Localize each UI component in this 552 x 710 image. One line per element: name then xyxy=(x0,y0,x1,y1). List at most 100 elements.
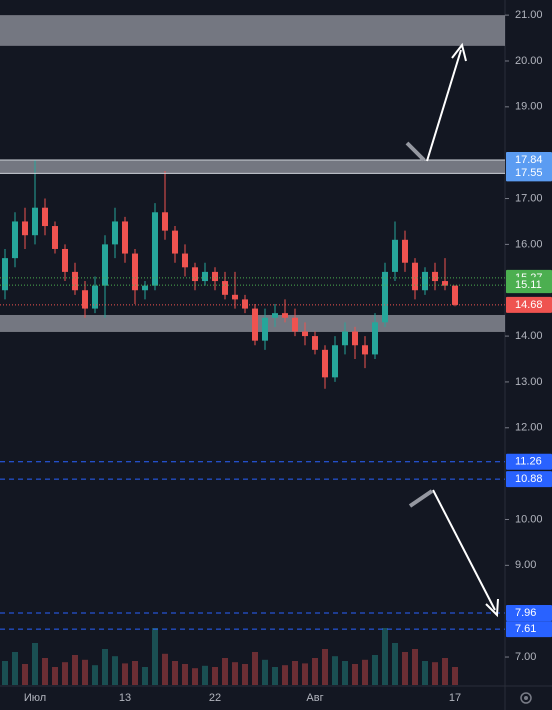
volume-bar xyxy=(192,668,198,685)
price-label-box xyxy=(506,165,552,182)
candle-body xyxy=(272,313,278,318)
candle-body xyxy=(402,239,408,263)
price-label: 7.61 xyxy=(515,623,536,635)
settings-icon-center[interactable] xyxy=(524,696,528,700)
candle-body xyxy=(442,281,448,286)
candle-body xyxy=(372,322,378,355)
volume-bar xyxy=(372,655,378,685)
volume-bar xyxy=(242,664,248,685)
volume-bar xyxy=(442,658,448,685)
volume-bar xyxy=(222,658,228,685)
candle-body xyxy=(132,253,138,291)
volume-bar xyxy=(42,658,48,685)
candle-body xyxy=(292,317,298,332)
candle-body xyxy=(432,271,438,282)
y-tick-label: 13.00 xyxy=(515,376,543,388)
volume-bar xyxy=(52,667,58,685)
volume-bar xyxy=(12,652,18,685)
volume-bar xyxy=(182,664,188,685)
candle-body xyxy=(152,212,158,286)
candle-body xyxy=(122,221,128,254)
y-tick-label: 12.00 xyxy=(515,422,543,434)
x-tick-label: 17 xyxy=(449,692,461,704)
volume-bar xyxy=(252,652,258,685)
y-tick-label: 16.00 xyxy=(515,238,543,250)
volume-bar xyxy=(262,659,268,685)
trend-mark xyxy=(408,489,434,508)
candle-body xyxy=(332,345,338,378)
candle-body xyxy=(42,207,48,227)
price-label-box xyxy=(506,621,552,638)
volume-bar xyxy=(92,665,98,685)
price-label: 17.55 xyxy=(515,167,543,179)
volume-bar xyxy=(132,661,138,685)
volume-bar xyxy=(272,667,278,685)
candle-body xyxy=(282,313,288,318)
candle-body xyxy=(162,212,168,231)
candle-body xyxy=(192,267,198,282)
volume-bar xyxy=(322,649,328,685)
candle-body xyxy=(412,262,418,291)
volume-bar xyxy=(452,667,458,685)
candle-body xyxy=(82,290,88,309)
candle-body xyxy=(142,285,148,291)
price-label-box xyxy=(506,471,552,488)
plot: 7.00 9.00 10.00 12.00 13.00 14.00 16.00 17.00 19… xyxy=(0,9,552,704)
volume-bar xyxy=(312,658,318,685)
y-tick-label: 19.00 xyxy=(515,101,543,113)
volume-bar xyxy=(302,663,308,685)
candle-body xyxy=(222,281,228,295)
arrow xyxy=(426,49,462,162)
candle-body xyxy=(422,271,428,291)
candle-body xyxy=(92,285,98,309)
volume-bar xyxy=(212,667,218,685)
price-label-box xyxy=(506,277,552,294)
y-tick-label: 9.00 xyxy=(515,559,536,571)
price-label: 17.84 xyxy=(515,154,543,166)
volume-bar xyxy=(392,643,398,685)
candle-body xyxy=(392,239,398,272)
volume-bar xyxy=(342,661,348,685)
volume-bar xyxy=(432,662,438,685)
zone xyxy=(0,15,505,46)
price-label-box xyxy=(506,605,552,622)
y-tick-label: 17.00 xyxy=(515,192,543,204)
settings-button[interactable] xyxy=(520,692,532,704)
x-tick-label: Июл xyxy=(24,692,46,704)
price-label-box xyxy=(506,453,552,470)
price-label: 7.96 xyxy=(515,607,536,619)
price-label-box xyxy=(506,152,552,169)
volume-bar xyxy=(362,659,368,685)
candle-body xyxy=(202,271,208,282)
candle-body xyxy=(72,271,78,291)
volume-bar xyxy=(72,655,78,685)
settings-icon[interactable] xyxy=(520,692,532,704)
candle-body xyxy=(2,258,8,291)
volume-bar xyxy=(292,661,298,685)
volume-bar xyxy=(402,652,408,685)
volume-bar xyxy=(232,662,238,685)
candle-body xyxy=(352,331,358,346)
arrow xyxy=(432,489,496,611)
volume-bar xyxy=(352,664,358,685)
volume-bar xyxy=(32,643,38,685)
candle-body xyxy=(262,317,268,341)
volume-bar xyxy=(282,665,288,685)
candle-body xyxy=(62,248,68,272)
candle-body xyxy=(322,349,328,378)
candle-body xyxy=(302,331,308,337)
candle-body xyxy=(362,345,368,355)
volume-bar xyxy=(82,659,88,685)
volume-bar xyxy=(102,649,108,685)
y-tick-label: 21.00 xyxy=(515,9,543,21)
arrow-head xyxy=(485,598,499,618)
volume-bar xyxy=(202,665,208,685)
candle-body xyxy=(212,271,218,282)
candle-body xyxy=(32,207,38,236)
candle-body xyxy=(382,271,388,323)
x-tick-label: 22 xyxy=(209,692,221,704)
candle-body xyxy=(242,299,248,309)
price-label: 14.68 xyxy=(515,299,543,311)
